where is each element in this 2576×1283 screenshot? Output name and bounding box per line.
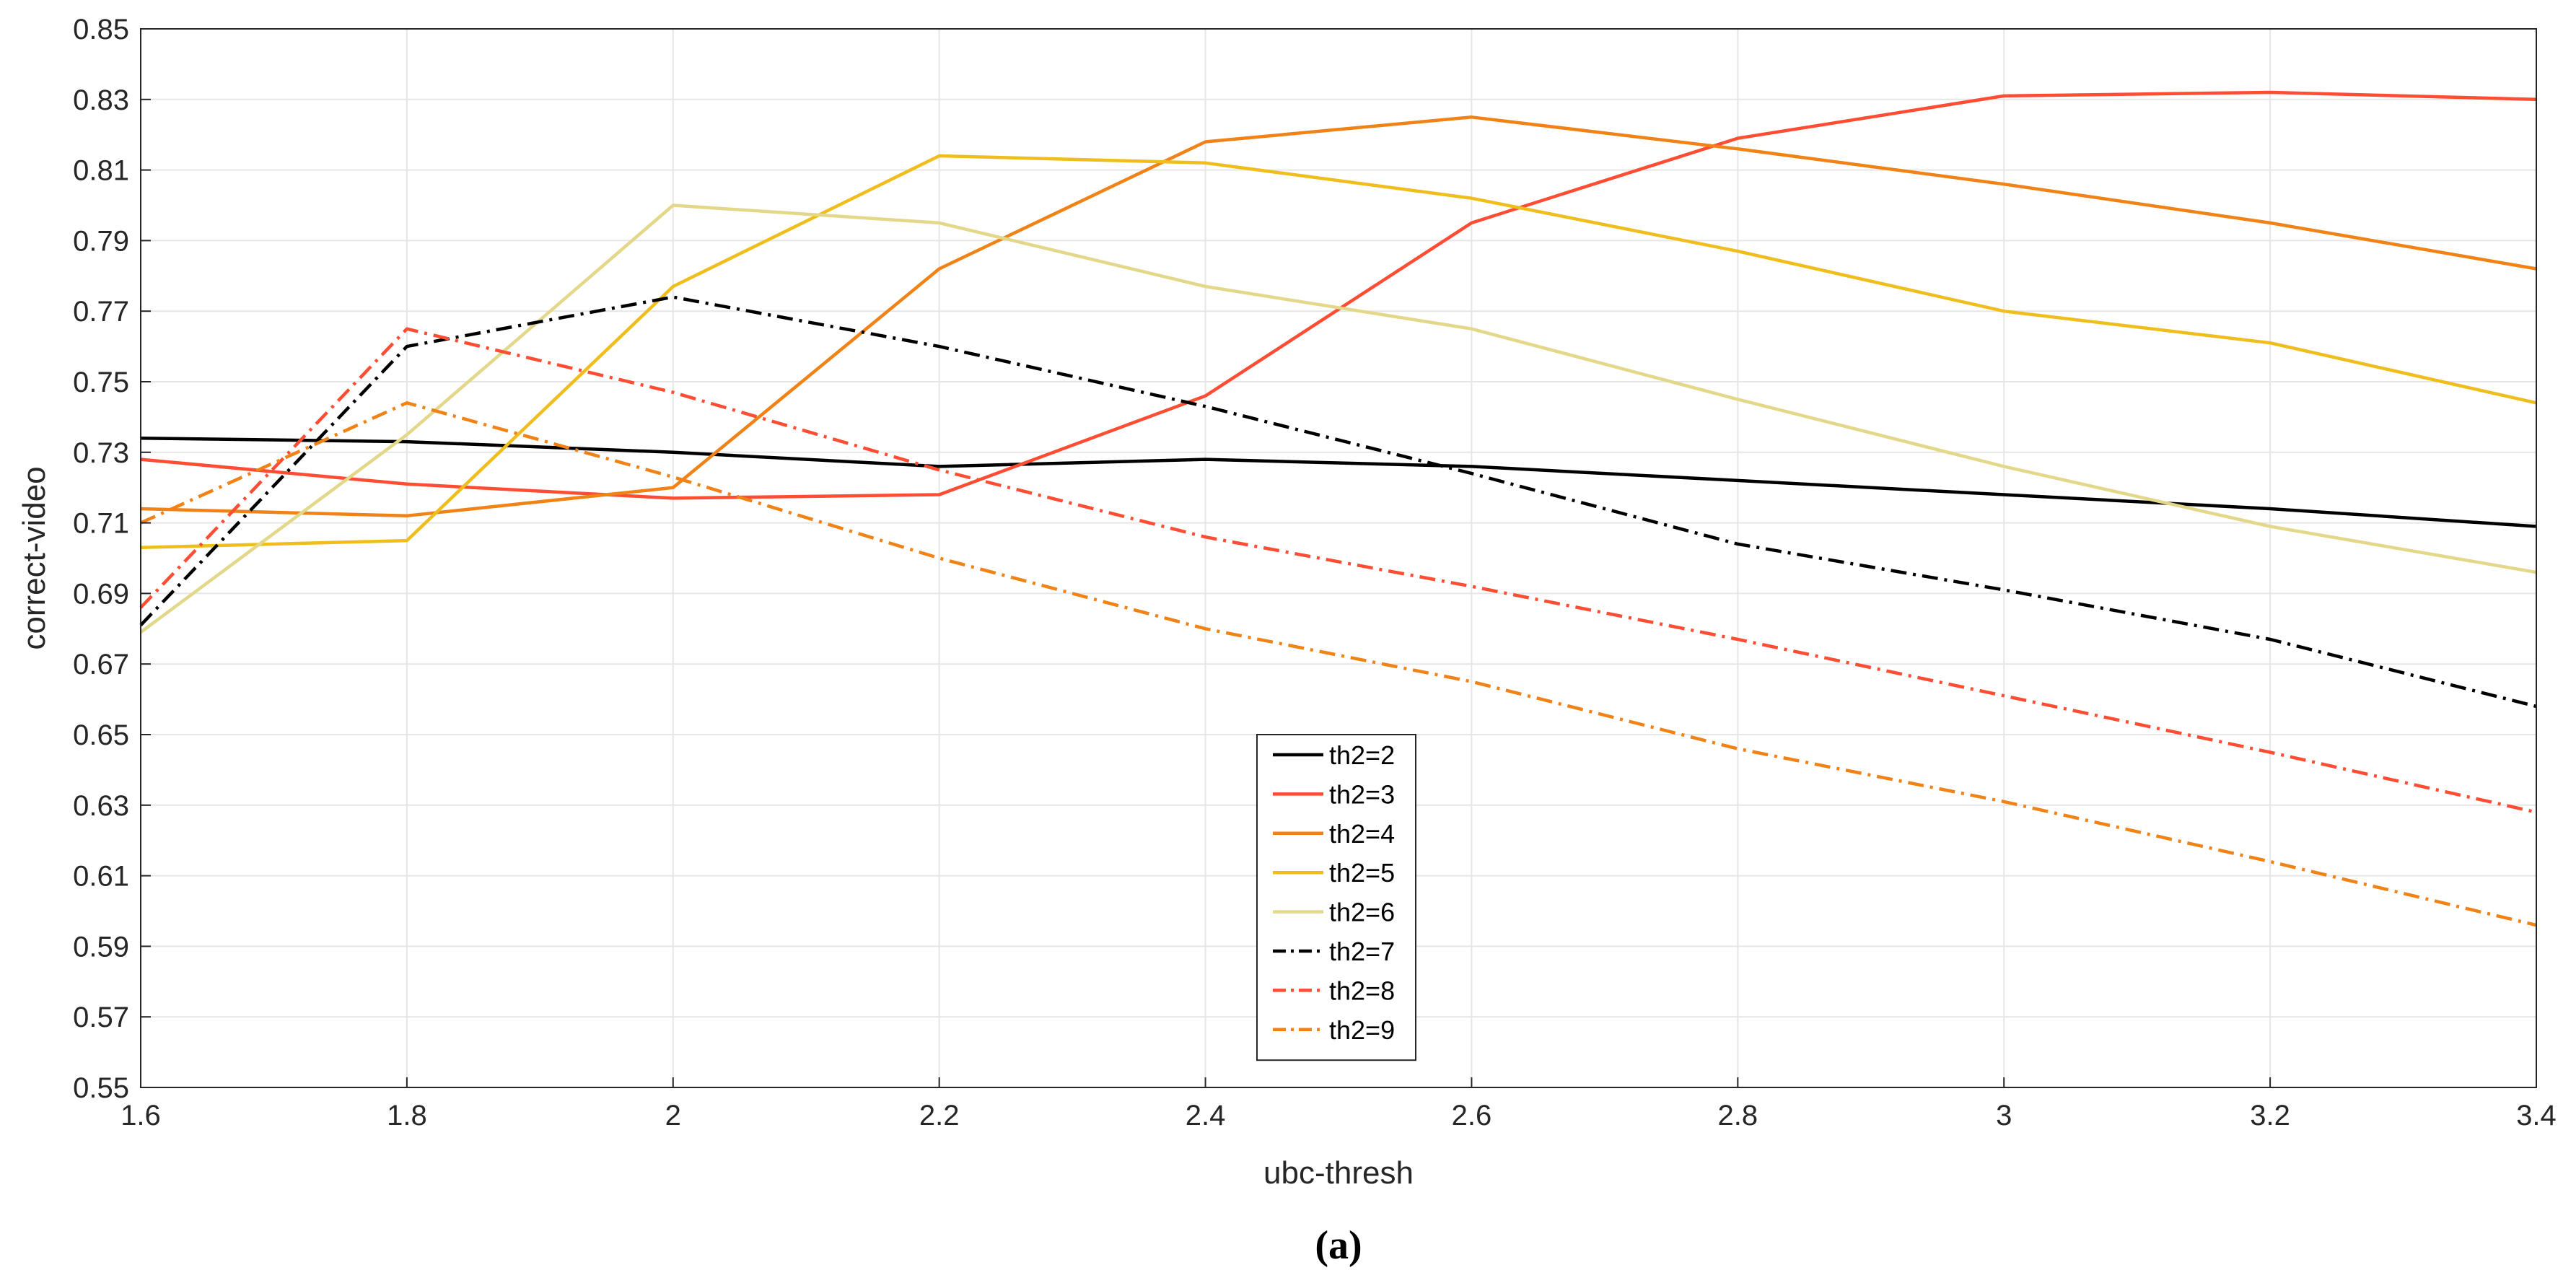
y-tick-label: 0.71 — [73, 508, 129, 540]
legend-entry-label: th2=6 — [1329, 898, 1395, 927]
y-tick-label: 0.57 — [73, 1002, 129, 1033]
y-tick-label: 0.61 — [73, 861, 129, 893]
y-tick-label: 0.85 — [73, 14, 129, 45]
series-line-th2-9 — [140, 401, 2537, 927]
x-axis-label: ubc-thresh — [1263, 1155, 1414, 1191]
legend-entry-label: th2=2 — [1329, 740, 1395, 770]
y-tick-label: 0.65 — [73, 719, 129, 751]
legend-entry-label: th2=5 — [1329, 858, 1395, 888]
y-tick-label: 0.59 — [73, 931, 129, 963]
legend-entry-label: th2=9 — [1329, 1015, 1395, 1045]
legend-entry-label: th2=8 — [1329, 976, 1395, 1005]
legend-entry-label: th2=4 — [1329, 819, 1395, 849]
series-line-th2-8 — [139, 327, 2537, 814]
x-tick-label: 2.8 — [1718, 1100, 1758, 1131]
y-tick-label: 0.77 — [73, 296, 129, 328]
y-tick-label: 0.67 — [73, 649, 129, 680]
y-tick-label: 0.73 — [73, 437, 129, 469]
y-tick-label: 0.69 — [73, 578, 129, 610]
x-tick-label: 3.2 — [2250, 1100, 2290, 1131]
y-axis-label: correct-video — [17, 466, 52, 649]
y-tick-label: 0.79 — [73, 225, 129, 257]
x-tick-label: 2 — [665, 1100, 681, 1131]
x-tick-label: 2.4 — [1186, 1100, 1226, 1131]
x-tick-label: 1.6 — [121, 1100, 161, 1131]
x-tick-label: 2.6 — [1452, 1100, 1492, 1131]
axis-ticks: 1.6 1.8 2 2.2 2.4 2.6 2.8 3 3.2 3.4 0.55 0.57 0.59 0.… — [73, 14, 2557, 1131]
x-tick-label: 3 — [1996, 1100, 2012, 1131]
y-tick-label: 0.55 — [73, 1072, 129, 1104]
series-line-th2-4 — [140, 115, 2537, 518]
series-line-th2-3 — [140, 90, 2537, 500]
series-line-th2-5 — [140, 154, 2537, 550]
series-line-th2-7 — [139, 295, 2537, 709]
legend: th2=2 th2=3 th2=4 th2=5 th2=6 th2=7 th2=8 th2=9 — [1256, 734, 1416, 1061]
y-tick-label: 0.75 — [73, 367, 129, 398]
series-lines — [139, 90, 2537, 927]
plot-frame — [140, 28, 2537, 1088]
y-tick-label: 0.63 — [73, 790, 129, 822]
legend-entry-label: th2=3 — [1329, 779, 1395, 809]
legend-entry-label: th2=7 — [1329, 937, 1395, 966]
legend-box — [1256, 734, 1416, 1061]
series-line-th2-2 — [140, 436, 2537, 528]
x-tick-label: 3.4 — [2516, 1100, 2557, 1131]
series-line-th2-6 — [139, 203, 2537, 634]
x-tick-label: 1.8 — [387, 1100, 427, 1131]
y-tick-label: 0.81 — [73, 155, 129, 187]
x-tick-label: 2.2 — [919, 1100, 960, 1131]
y-tick-label: 0.83 — [73, 84, 129, 116]
figure-caption: (a) — [1315, 1223, 1362, 1268]
